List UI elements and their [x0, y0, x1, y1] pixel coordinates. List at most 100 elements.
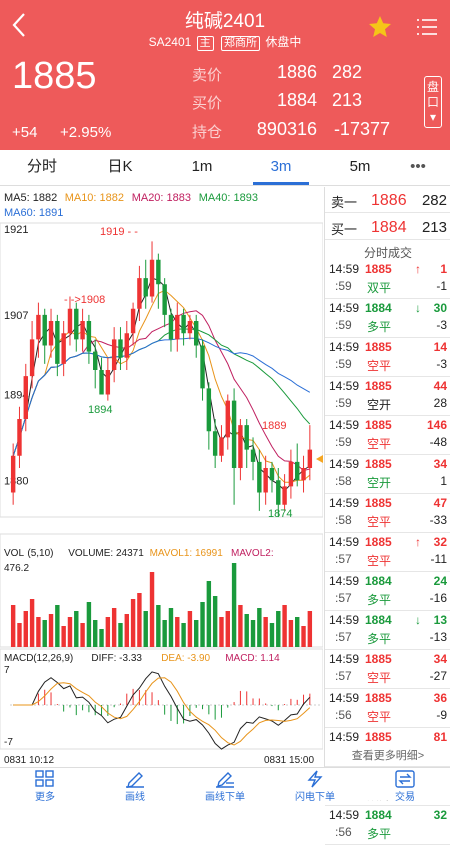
- volume-bar: [212, 596, 218, 647]
- volume-legend-item: VOL: [4, 548, 24, 559]
- macd-legend-item: MACD: [4, 653, 33, 664]
- kline-chart[interactable]: MA5: 1882 MA10: 1882 MA20: 1883 MA40: 1893 M…: [0, 187, 323, 767]
- candle-body: [288, 461, 294, 487]
- trade-arrow: ↓: [415, 613, 421, 627]
- pankou-label: 盘口: [427, 80, 440, 109]
- candle-body: [93, 351, 98, 370]
- trade-time: 14:59: [329, 535, 360, 549]
- volume-bar: [61, 626, 66, 647]
- trade-type: 空平: [367, 437, 392, 451]
- nav-draw-order-label: 画线下单: [205, 792, 245, 803]
- price-annotation: 1894: [88, 404, 112, 416]
- main-chart-frame: [0, 222, 323, 518]
- trade-seconds: :59: [335, 396, 352, 410]
- nav-trade[interactable]: 交易: [360, 768, 450, 803]
- trade-arrow: ↓: [415, 301, 421, 315]
- candle-body: [48, 321, 54, 346]
- trade-oi-change: 28: [433, 396, 447, 410]
- volume-bar: [168, 608, 174, 647]
- ask-volume: 282: [331, 62, 362, 82]
- trade-row: 14:59 1885 44:59 空开 28: [325, 376, 450, 416]
- candle-body: [137, 278, 142, 309]
- candle-body: [175, 314, 180, 340]
- trade-row: 14:59 1885 47:58 空平 -33: [325, 493, 450, 533]
- active-tab-indicator: [253, 182, 309, 185]
- macd-legend-item: MACD: 1.14: [225, 653, 280, 664]
- trade-type: 空平: [367, 515, 392, 529]
- candle-body: [162, 284, 167, 315]
- macd-frame: [0, 648, 323, 750]
- trade-price: 1885: [365, 340, 392, 354]
- volume-bar: [181, 623, 186, 647]
- nav-more[interactable]: 更多: [0, 768, 90, 803]
- macd-legend-item: (12,26,9): [33, 653, 73, 664]
- volume-bar: [231, 563, 237, 647]
- bid-label: 买价: [192, 95, 223, 112]
- trade-volume: 36: [433, 691, 447, 705]
- trade-seconds: :59: [335, 357, 352, 371]
- volume-max-label: 476.2: [4, 563, 29, 574]
- price-annotation: 1874: [268, 508, 292, 520]
- tab-1m[interactable]: 1m: [191, 158, 213, 175]
- nav-draw-line[interactable]: 画线: [90, 768, 180, 803]
- tab-daily-k[interactable]: 日K: [107, 158, 133, 175]
- candle-body: [307, 449, 313, 468]
- bid1-price: 1884: [371, 219, 407, 236]
- trade-arrow: ↑: [415, 262, 421, 276]
- bid-volume: 213: [331, 90, 362, 110]
- pankou-toggle[interactable]: 盘口 ▾: [424, 76, 442, 128]
- caret-down-icon: ▾: [429, 110, 437, 124]
- trade-seconds: :57: [335, 591, 352, 605]
- volume-bar: [23, 611, 28, 647]
- price-annotation: 1919 - -: [100, 226, 138, 238]
- trade-oi-change: -16: [429, 591, 447, 605]
- volume-legend-item: VOLUME: 24371: [68, 548, 144, 559]
- volume-bar: [295, 617, 300, 647]
- tab-timeshare[interactable]: 分时: [26, 158, 57, 175]
- candle-body: [200, 345, 205, 389]
- trade-volume: 1: [440, 262, 447, 276]
- trade-row: 14:59 1885 ↑ 1:59 双平 -1: [325, 259, 450, 299]
- nav-flash-order[interactable]: 闪电下单: [270, 768, 360, 803]
- lightning-icon: [307, 770, 323, 788]
- trade-oi-change: -11: [430, 552, 447, 566]
- candle-body: [219, 437, 224, 456]
- favorite-star-icon[interactable]: [367, 14, 393, 40]
- last-price: 1885: [12, 55, 97, 97]
- time-end-label: 0831 15:00: [264, 755, 314, 766]
- tab-3m[interactable]: 3m: [270, 158, 292, 175]
- trade-volume: 24: [433, 574, 447, 588]
- candle-body: [10, 455, 16, 493]
- quote-header: 纯碱2401 SA2401 主 郑商所 休盘中 1885 +54 +2.95% …: [0, 0, 450, 150]
- menu-list-icon[interactable]: [415, 15, 439, 39]
- volume-bar: [29, 599, 35, 647]
- nav-draw-order[interactable]: 画线下单: [180, 768, 270, 803]
- bid1-volume: 213: [421, 219, 447, 236]
- trade-seconds: :59: [335, 318, 352, 332]
- volume-bar: [48, 614, 54, 647]
- volume-bar: [269, 623, 275, 647]
- volume-bar: [105, 617, 111, 647]
- volume-bar: [86, 602, 92, 647]
- more-details-link[interactable]: 查看更多明细>: [325, 747, 450, 765]
- volume-bar: [36, 617, 41, 647]
- volume-bar: [250, 620, 256, 647]
- trade-time: 14:59: [329, 613, 360, 627]
- candle-body: [36, 314, 41, 340]
- volume-bar: [288, 620, 294, 647]
- more-periods-button[interactable]: •••: [410, 158, 426, 175]
- candle-body: [212, 431, 218, 456]
- volume-bar: [99, 629, 104, 647]
- volume-bar: [93, 620, 98, 647]
- volume-bar: [143, 611, 148, 647]
- y-tick-label: 1907: [4, 310, 28, 322]
- candle-body: [225, 400, 230, 438]
- trade-oi-change: -9: [436, 708, 447, 722]
- back-arrow-icon[interactable]: [8, 8, 32, 42]
- trade-price: 1885: [365, 457, 392, 471]
- volume-bar: [225, 611, 230, 647]
- tab-5m[interactable]: 5m: [349, 158, 371, 175]
- trade-volume: 44: [433, 379, 447, 393]
- volume-bar: [156, 605, 161, 647]
- volume-bar: [130, 599, 136, 647]
